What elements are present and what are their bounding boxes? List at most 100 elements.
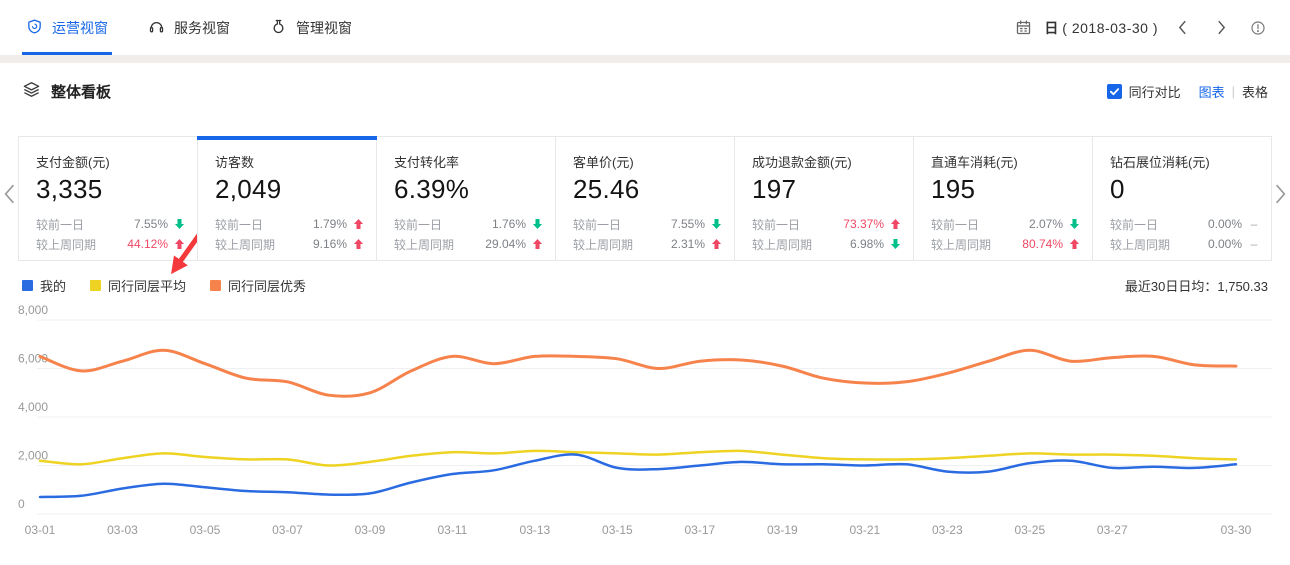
metric-title: 访客数 xyxy=(215,155,255,170)
down-arrow-icon xyxy=(890,238,902,250)
svg-text:03-21: 03-21 xyxy=(849,523,880,537)
tab-operations-view[interactable]: 运营视窗 xyxy=(6,0,128,55)
metric-card[interactable]: 钻石展位消耗(元) 0 较前一日 0.00% – 较上周同期 0.00% – xyxy=(1092,136,1272,261)
legend-item[interactable]: 同行同层平均 xyxy=(90,276,186,295)
metric-compare-row: 较上周同期 29.04% xyxy=(394,234,544,254)
date-range: ( 2018-03-30 ) xyxy=(1062,19,1158,36)
svg-text:03-01: 03-01 xyxy=(25,523,56,537)
up-arrow-icon xyxy=(353,218,365,230)
down-arrow-icon xyxy=(174,218,186,230)
legend-label: 我的 xyxy=(40,279,67,294)
metric-compare-row: 较上周同期 44.12% xyxy=(36,234,186,254)
tab-label: 服务视窗 xyxy=(174,19,230,36)
svg-text:03-09: 03-09 xyxy=(355,523,386,537)
compare-value: 0.00% xyxy=(1207,237,1242,251)
flask-icon xyxy=(270,18,287,38)
next-day-button[interactable] xyxy=(1207,16,1236,39)
prev-day-button[interactable] xyxy=(1168,16,1197,39)
cards-next-button[interactable] xyxy=(1275,184,1286,209)
up-arrow-icon xyxy=(174,238,186,250)
metric-title: 成功退款金额(元) xyxy=(752,155,852,170)
shield-icon xyxy=(26,18,43,38)
metric-value: 2,049 xyxy=(215,174,282,204)
compare-label: 较上周同期 xyxy=(752,237,813,252)
svg-text:03-03: 03-03 xyxy=(107,523,138,537)
page-title: 整体看板 xyxy=(51,84,112,101)
compare-value: 7.55% xyxy=(670,217,705,231)
metric-value: 6.39% xyxy=(394,174,470,204)
metric-value: 25.46 xyxy=(573,174,640,204)
check-icon xyxy=(1109,88,1119,96)
tab-label: 管理视窗 xyxy=(296,19,352,36)
30day-average-label: 最近30日日均：1,750.33 xyxy=(1124,279,1268,294)
compare-label: 较前一日 xyxy=(1110,217,1159,232)
compare-label: 较前一日 xyxy=(573,217,622,232)
metric-value: 3,335 xyxy=(36,174,103,204)
top-nav: 运营视窗 服务视窗 管理视窗 日 ( 2018-03-30 ) xyxy=(0,0,1290,55)
metric-card[interactable]: 支付金额(元) 3,335 较前一日 7.55% 较上周同期 44.12% xyxy=(18,136,198,261)
compare-label: 较前一日 xyxy=(36,217,85,232)
svg-text:03-13: 03-13 xyxy=(520,523,551,537)
metric-value: 195 xyxy=(931,174,976,204)
legend-item[interactable]: 我的 xyxy=(22,276,66,295)
info-circle-icon[interactable] xyxy=(1250,20,1266,36)
peer-compare-checkbox[interactable] xyxy=(1106,84,1122,99)
peer-compare-label: 同行对比 xyxy=(1128,85,1181,100)
view-tabs: 运营视窗 服务视窗 管理视窗 xyxy=(6,0,372,55)
compare-value: 2.07% xyxy=(1028,217,1063,231)
legend-item[interactable]: 同行同层优秀 xyxy=(210,276,306,295)
compare-value: 80.74% xyxy=(1022,237,1063,251)
metric-card[interactable]: 直通车消耗(元) 195 较前一日 2.07% 较上周同期 80.74% xyxy=(913,136,1093,261)
calendar-icon[interactable] xyxy=(1015,19,1032,36)
compare-value: 6.98% xyxy=(849,237,884,251)
metric-compare-row: 较前一日 73.37% xyxy=(752,214,902,234)
svg-text:03-27: 03-27 xyxy=(1097,523,1128,537)
up-arrow-icon xyxy=(1069,238,1081,250)
metric-card[interactable]: 客单价(元) 25.46 较前一日 7.55% 较上周同期 2.31% xyxy=(555,136,735,261)
compare-value: 1.76% xyxy=(491,217,526,231)
compare-label: 较上周同期 xyxy=(931,237,992,252)
svg-text:03-11: 03-11 xyxy=(438,523,468,537)
compare-value: 7.55% xyxy=(133,217,168,231)
metric-compare-row: 较前一日 7.55% xyxy=(36,214,186,234)
metric-compare-row: 较前一日 2.07% xyxy=(931,214,1081,234)
compare-value: 73.37% xyxy=(843,217,884,231)
compare-value: 9.16% xyxy=(312,237,347,251)
svg-text:03-17: 03-17 xyxy=(685,523,716,537)
compare-value: 29.04% xyxy=(485,237,526,251)
svg-text:03-05: 03-05 xyxy=(190,523,221,537)
legend-swatch xyxy=(210,280,222,291)
compare-label: 较前一日 xyxy=(752,217,801,232)
view-mode-chart[interactable]: 图表 xyxy=(1198,85,1225,100)
date-picker[interactable]: 日 ( 2018-03-30 ) xyxy=(1042,18,1158,38)
metric-title: 支付金额(元) xyxy=(36,155,110,170)
legend-label: 同行同层优秀 xyxy=(228,279,307,294)
layers-icon xyxy=(22,80,41,103)
metric-compare-row: 较上周同期 0.00% – xyxy=(1110,234,1260,254)
tab-management-view[interactable]: 管理视窗 xyxy=(250,0,372,55)
metric-compare-row: 较上周同期 80.74% xyxy=(931,234,1081,254)
compare-label: 较上周同期 xyxy=(394,237,455,252)
view-mode-table[interactable]: 表格 xyxy=(1241,85,1268,100)
tab-service-view[interactable]: 服务视窗 xyxy=(128,0,250,55)
metric-card[interactable]: 访客数 2,049 较前一日 1.79% 较上周同期 9.16% xyxy=(197,136,377,261)
metric-card[interactable]: 支付转化率 6.39% 较前一日 1.76% 较上周同期 29.04% xyxy=(376,136,556,261)
legend-label: 同行同层平均 xyxy=(108,279,187,294)
svg-text:8,000: 8,000 xyxy=(18,303,48,317)
metric-card[interactable]: 成功退款金额(元) 197 较前一日 73.37% 较上周同期 6.98% xyxy=(734,136,914,261)
compare-value: 2.31% xyxy=(670,237,705,251)
svg-text:0: 0 xyxy=(18,497,25,511)
board-title: 整体看板 xyxy=(22,80,111,103)
view-mode-divider: | xyxy=(1231,84,1235,99)
metric-title: 钻石展位消耗(元) xyxy=(1110,155,1210,170)
chart-legend: 我的 同行同层平均 同行同层优秀 xyxy=(22,276,330,295)
line-chart: 0 2,000 4,000 6,000 8,000 03-01 03-03 03-05 03-0… xyxy=(18,303,1272,537)
cards-prev-button[interactable] xyxy=(4,184,15,209)
compare-value: 1.79% xyxy=(312,217,347,231)
svg-text:2,000: 2,000 xyxy=(18,449,48,463)
compare-label: 较前一日 xyxy=(215,217,264,232)
up-arrow-icon xyxy=(890,218,902,230)
down-arrow-icon xyxy=(1069,218,1081,230)
svg-text:03-15: 03-15 xyxy=(602,523,633,537)
up-arrow-icon xyxy=(353,238,365,250)
